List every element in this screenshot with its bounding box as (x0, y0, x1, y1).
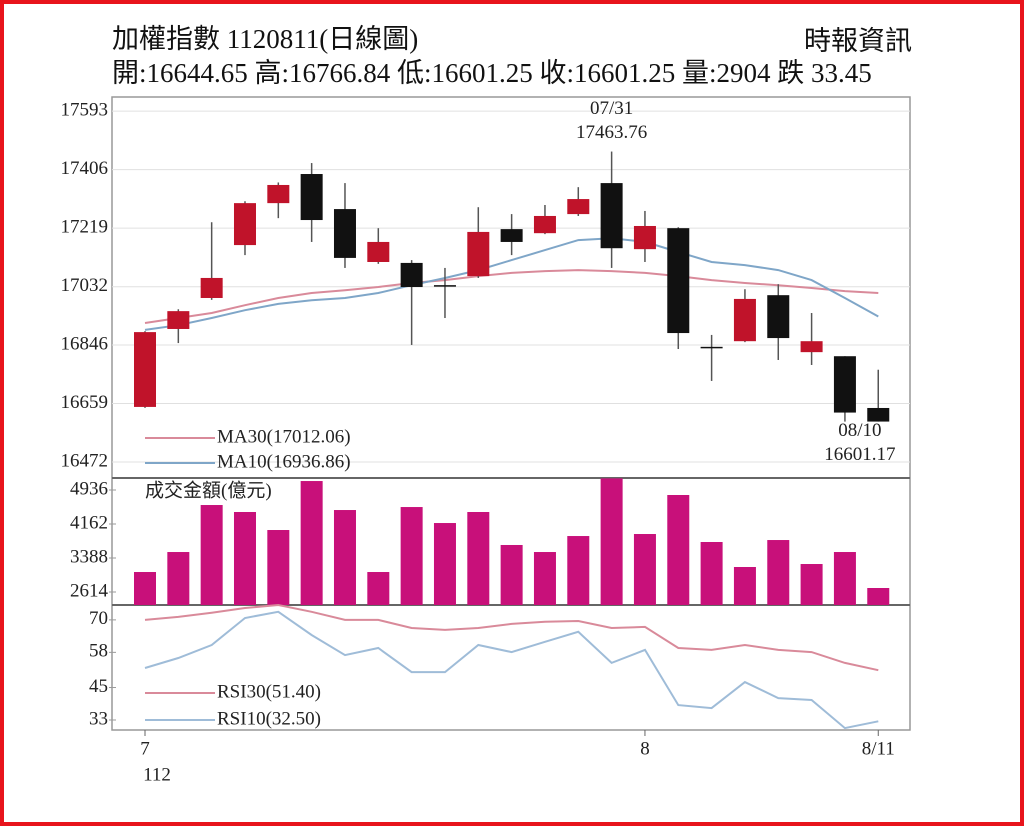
bar (134, 572, 156, 605)
candle-body (600, 183, 623, 249)
candle-body (500, 229, 523, 242)
bar (533, 552, 556, 605)
x-tick-label: 8/11 (862, 738, 895, 759)
y-tick-label: 3388 (70, 546, 108, 567)
candle-body (867, 407, 890, 422)
chart-title: 加權指數 1120811(日線圖) (112, 24, 418, 54)
bar (200, 505, 223, 605)
y-tick-label: 16846 (61, 333, 109, 354)
bar (467, 512, 490, 605)
bar (667, 495, 690, 605)
annotation-date: 07/31 (590, 98, 633, 119)
bar (600, 478, 623, 605)
x-tick-label: 7 (140, 738, 150, 759)
candle-body (767, 295, 790, 339)
bar (633, 534, 656, 605)
candle-body (833, 356, 856, 413)
plot-frame (111, 96, 911, 731)
y-tick-label: 4936 (70, 478, 108, 499)
bar (433, 523, 456, 605)
annotation-value: 16601.17 (824, 444, 895, 465)
candle-body (533, 215, 556, 234)
bar (233, 512, 256, 605)
candle-body (200, 277, 223, 298)
candle-body (134, 332, 156, 407)
y-tick-label: 17219 (61, 217, 109, 238)
bar (267, 530, 290, 605)
quote-info: 開:16644.65 高:16766.84 低:16601.25 收:16601… (112, 58, 872, 88)
bar (700, 542, 723, 605)
candle-body (267, 184, 290, 204)
bar (767, 540, 790, 605)
y-tick-label: 58 (89, 641, 108, 662)
legend-label: RSI30(51.40) (217, 681, 321, 702)
annotation-value: 17463.76 (576, 122, 647, 143)
annotation-date: 08/10 (838, 420, 881, 441)
y-tick-label: 17406 (61, 158, 109, 179)
legend-label: MA30(17012.06) (217, 426, 351, 447)
y-tick-label: 16659 (61, 392, 109, 413)
line (144, 603, 879, 672)
line (144, 610, 879, 730)
source: 時報資訊 (804, 26, 912, 56)
line (144, 237, 879, 331)
y-tick-label: 70 (89, 608, 108, 629)
candle-body (667, 228, 690, 334)
bar (300, 481, 323, 605)
candle-body (433, 285, 456, 287)
candle-body (400, 262, 423, 288)
bar (367, 572, 390, 605)
bar (167, 552, 190, 605)
candle-body (633, 225, 656, 250)
y-tick-label: 2614 (70, 580, 109, 601)
candle-body (300, 174, 323, 221)
year-label: 112 (143, 764, 171, 785)
panel-title: 成交金額(億元) (145, 479, 272, 501)
candle-body (167, 311, 190, 329)
y-tick-label: 4162 (70, 512, 108, 533)
x-tick-label: 8 (640, 738, 650, 759)
legend-label: RSI10(32.50) (217, 708, 321, 729)
y-tick-label: 33 (89, 708, 108, 729)
bar (400, 507, 423, 605)
candle-body (700, 346, 723, 349)
bar (333, 510, 356, 605)
bar (567, 536, 590, 605)
y-tick-label: 16472 (61, 450, 109, 471)
candle-body (467, 231, 490, 277)
legend-label: MA10(16936.86) (217, 451, 351, 472)
candle-body (800, 341, 823, 353)
candle-body (333, 209, 356, 258)
candle-body (367, 241, 390, 262)
candle-body (233, 203, 256, 246)
bar (800, 564, 823, 605)
bar (867, 587, 890, 605)
candle-body (567, 199, 590, 215)
candle-body (733, 298, 756, 342)
line (144, 269, 879, 324)
bar (500, 544, 523, 605)
y-tick-label: 17032 (61, 275, 109, 296)
y-tick-label: 17593 (61, 99, 109, 120)
bar (733, 567, 756, 605)
y-tick-label: 45 (89, 676, 108, 697)
bar (833, 552, 856, 605)
